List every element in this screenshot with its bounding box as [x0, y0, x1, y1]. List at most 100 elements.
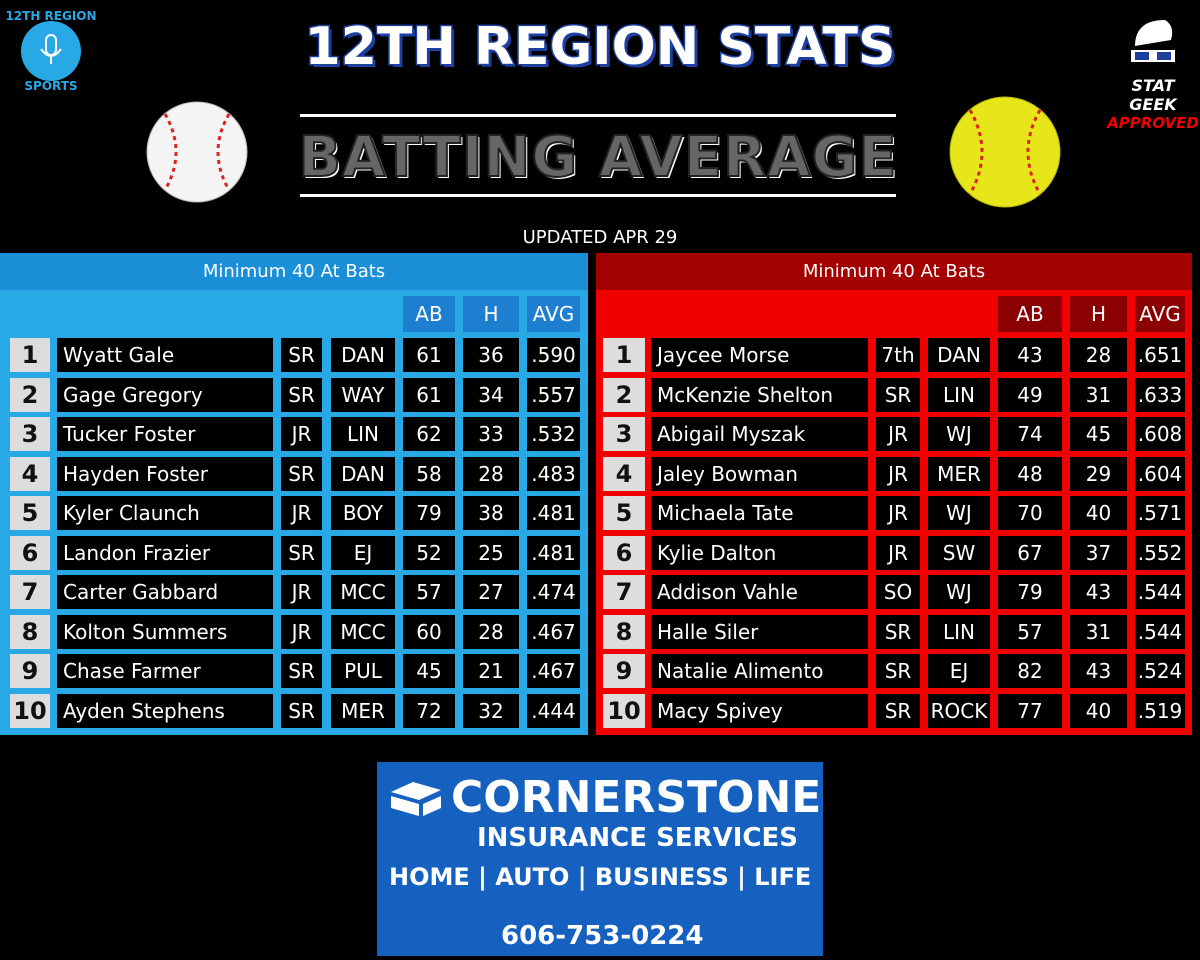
rank: 8 — [10, 614, 50, 649]
at-bats: 82 — [998, 654, 1062, 688]
hits: 37 — [1070, 535, 1127, 570]
logo-approved: APPROVED — [1107, 114, 1199, 132]
school: BOY — [331, 496, 395, 530]
school: WJ — [928, 417, 990, 451]
rank: 2 — [603, 377, 645, 412]
at-bats: 77 — [998, 693, 1062, 728]
player-name: Gage Gregory — [57, 377, 273, 412]
school: PUL — [331, 654, 395, 688]
at-bats: 48 — [998, 456, 1062, 491]
class: SO — [876, 575, 920, 609]
right-logo: STAT GEEK APPROVED — [1107, 4, 1199, 144]
rank: 5 — [603, 496, 645, 530]
average: .651 — [1135, 338, 1185, 372]
sponsor-head: CORNERSTONE — [387, 772, 821, 823]
at-bats: 79 — [998, 575, 1062, 609]
rank: 8 — [603, 614, 645, 649]
player-name: Hayden Foster — [57, 456, 273, 491]
column-header: AB — [403, 296, 455, 332]
table-caption: Minimum 40 At Bats — [596, 253, 1192, 290]
school: LIN — [928, 614, 990, 649]
softball — [949, 96, 1061, 208]
at-bats: 74 — [998, 417, 1062, 451]
rank: 6 — [603, 535, 645, 570]
average: .532 — [527, 417, 580, 451]
sponsor: CORNERSTONE INSURANCE SERVICES HOME | AU… — [377, 762, 823, 956]
player-name: Addison Vahle — [651, 575, 868, 609]
player-name: Abigail Myszak — [651, 417, 868, 451]
school: EJ — [928, 654, 990, 688]
player-name: Kolton Summers — [57, 614, 273, 649]
average: .481 — [527, 535, 580, 570]
left-logo-top: 12TH REGION — [5, 9, 97, 23]
average: .444 — [527, 693, 580, 728]
class: SR — [281, 693, 322, 728]
player-name: Kylie Dalton — [651, 535, 868, 570]
hits: 28 — [463, 456, 519, 491]
hits: 32 — [463, 693, 519, 728]
player-name: Tucker Foster — [57, 417, 273, 451]
rank: 3 — [10, 417, 50, 451]
class: SR — [876, 693, 920, 728]
school: SW — [928, 535, 990, 570]
average: .474 — [527, 575, 580, 609]
school: EJ — [331, 535, 395, 570]
hits: 36 — [463, 338, 519, 372]
column-header: AB — [998, 296, 1062, 332]
average: .467 — [527, 614, 580, 649]
average: .590 — [527, 338, 580, 372]
at-bats: 67 — [998, 535, 1062, 570]
sponsor-lines: HOME | AUTO | BUSINESS | LIFE — [389, 863, 812, 891]
school: LIN — [331, 417, 395, 451]
player-name: Wyatt Gale — [57, 338, 273, 372]
average: .544 — [1135, 575, 1185, 609]
logo-geek: GEEK — [1129, 95, 1177, 114]
column-header: H — [1070, 296, 1127, 332]
school: LIN — [928, 377, 990, 412]
rank: 2 — [10, 377, 50, 412]
player-name: Landon Frazier — [57, 535, 273, 570]
at-bats: 57 — [998, 614, 1062, 649]
sponsor-icon — [391, 781, 441, 816]
average: .544 — [1135, 614, 1185, 649]
average: .604 — [1135, 456, 1185, 491]
at-bats: 60 — [403, 614, 455, 649]
player-name: McKenzie Shelton — [651, 377, 868, 412]
hits: 28 — [463, 614, 519, 649]
hits: 21 — [463, 654, 519, 688]
average: .552 — [1135, 535, 1185, 570]
school: MCC — [331, 575, 395, 609]
sponsor-name: CORNERSTONE — [451, 772, 822, 823]
hits: 34 — [463, 377, 519, 412]
class: SR — [281, 377, 322, 412]
school: DAN — [331, 456, 395, 491]
table-caption: Minimum 40 At Bats — [0, 253, 588, 290]
class: SR — [281, 338, 322, 372]
rank: 10 — [603, 693, 645, 728]
at-bats: 79 — [403, 496, 455, 530]
at-bats: 72 — [403, 693, 455, 728]
left-logo-bottom: SPORTS — [24, 79, 78, 93]
class: JR — [281, 614, 322, 649]
sponsor-phone: 606-753-0224 — [501, 921, 704, 951]
rule — [300, 194, 896, 197]
title: 12TH REGION STATS — [303, 16, 897, 79]
column-header: AVG — [1135, 296, 1185, 332]
at-bats: 45 — [403, 654, 455, 688]
column-header: H — [463, 296, 519, 332]
player-name: Macy Spivey — [651, 693, 868, 728]
rank: 4 — [10, 456, 50, 491]
hits: 40 — [1070, 496, 1127, 530]
class: SR — [281, 535, 322, 570]
rule — [300, 114, 896, 117]
hits: 40 — [1070, 693, 1127, 728]
hits: 31 — [1070, 614, 1127, 649]
class: JR — [281, 496, 322, 530]
hits: 29 — [1070, 456, 1127, 491]
hits: 25 — [463, 535, 519, 570]
left-logo — [21, 21, 81, 81]
baseball — [146, 101, 248, 203]
rank: 3 — [603, 417, 645, 451]
rank: 5 — [10, 496, 50, 530]
player-name: Ayden Stephens — [57, 693, 273, 728]
